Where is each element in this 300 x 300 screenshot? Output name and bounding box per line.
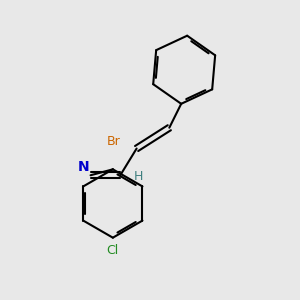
Text: Cl: Cl xyxy=(107,244,119,256)
Text: N: N xyxy=(77,160,89,174)
Text: Br: Br xyxy=(106,135,120,148)
Text: H: H xyxy=(134,170,143,183)
